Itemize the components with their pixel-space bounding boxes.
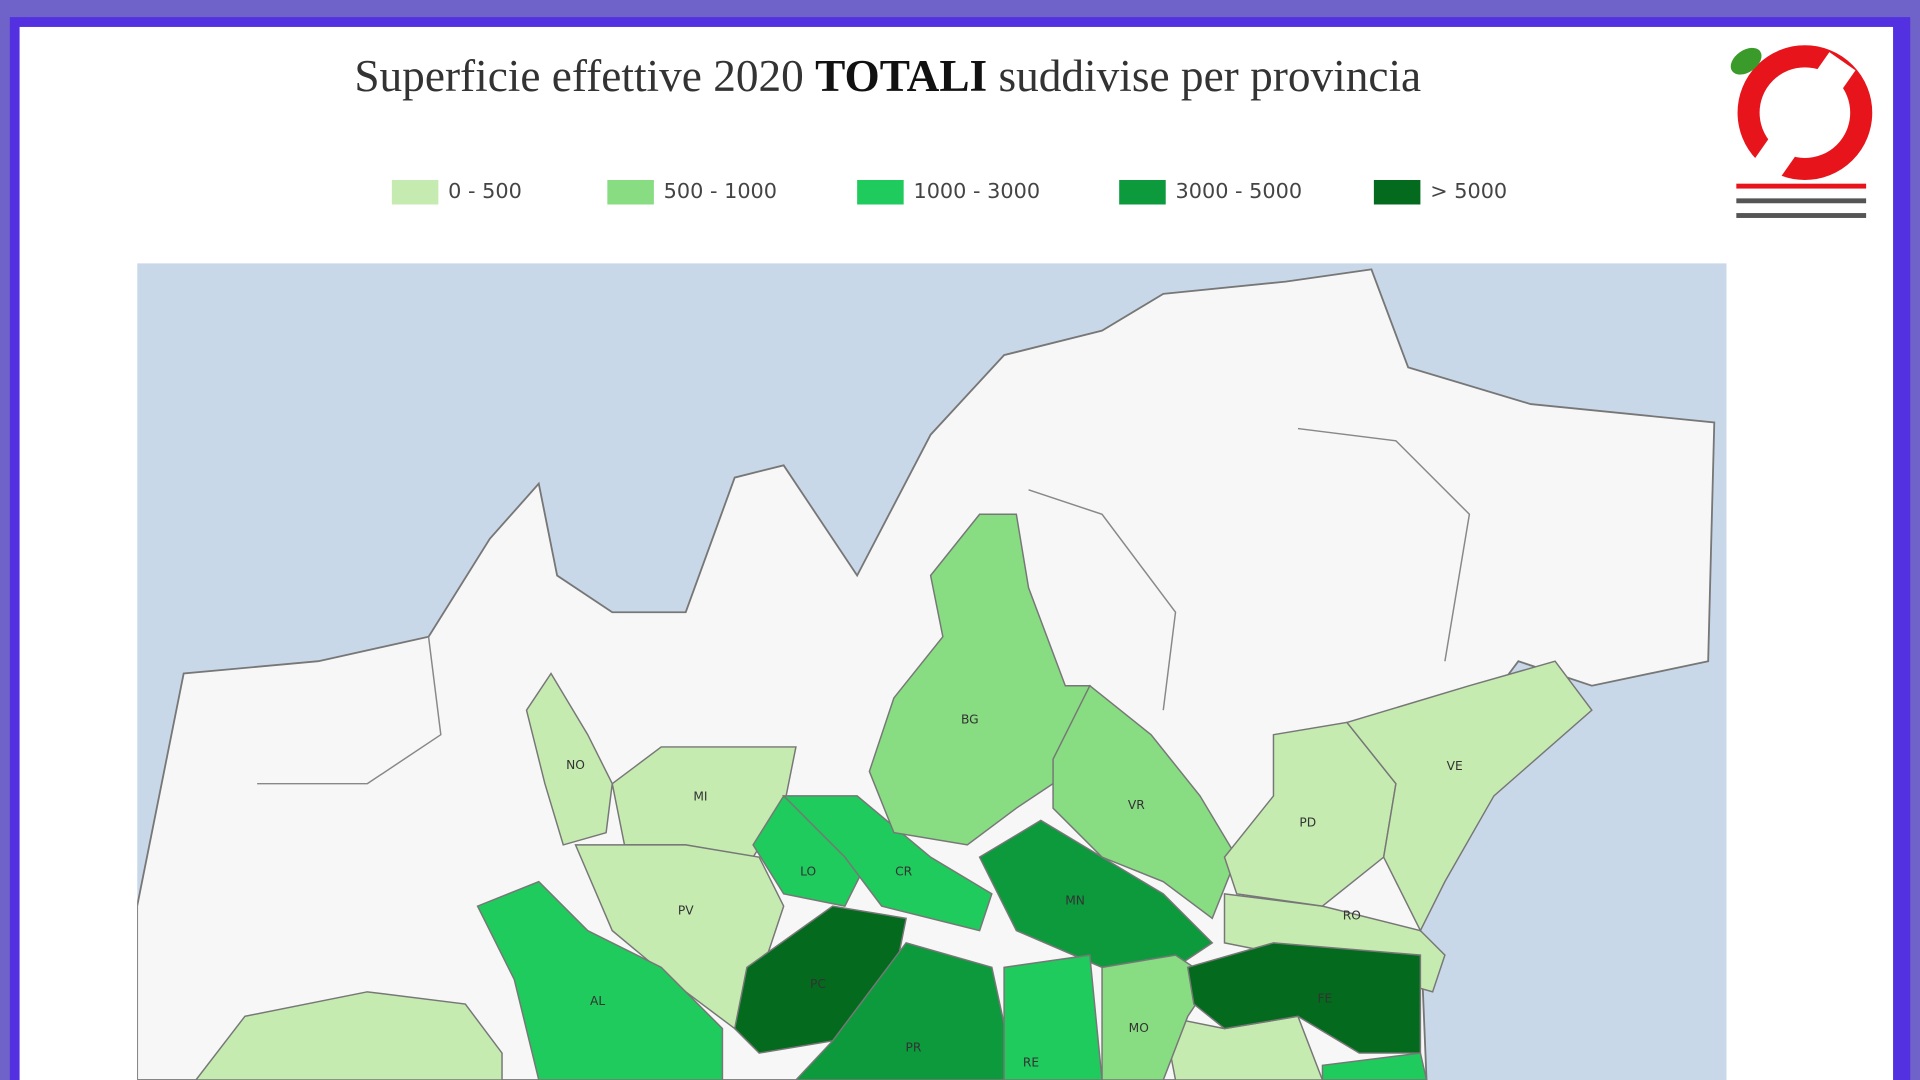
province-label: MO (1129, 1021, 1149, 1035)
province-label: MN (1065, 894, 1085, 908)
province (1162, 1015, 1324, 1080)
province-label: VR (1128, 798, 1145, 812)
logo (1730, 45, 1873, 218)
province (1003, 954, 1103, 1080)
logo-leaf (1730, 47, 1762, 75)
province (978, 819, 1214, 969)
title-bold: TOTALI (815, 51, 987, 101)
border-line (1297, 427, 1471, 662)
province-label: RE (1023, 1055, 1039, 1069)
province-label: PC (810, 977, 826, 991)
province-label: PD (1299, 815, 1316, 829)
map: NO MI LO CR BG VR MN PV AL PC PR RE MO RO FE PD VE (137, 263, 1727, 1080)
province (194, 991, 503, 1080)
title-part: Superficie effettive 2020 (354, 51, 803, 101)
legend-swatch (391, 180, 439, 205)
province (1186, 942, 1422, 1054)
border-line (257, 636, 442, 785)
title: Superficie effettive 2020 TOTALI suddivi… (354, 51, 1421, 101)
legend-label: 1000 - 3000 (913, 179, 1040, 203)
province (868, 513, 1091, 846)
border-line (1028, 489, 1177, 711)
logo-ring (1737, 45, 1873, 180)
legend-swatch (607, 180, 654, 205)
province-label: CR (895, 864, 913, 878)
province-label: NO (566, 758, 585, 772)
province-label: VE (1447, 759, 1463, 773)
province-label: RO (1343, 908, 1361, 922)
province-label: PV (678, 904, 694, 918)
province-label: MI (693, 790, 707, 804)
province-label: FE (1318, 992, 1333, 1006)
province-label: AL (590, 994, 605, 1008)
legend-label: 0 - 500 (448, 179, 522, 203)
logo-line (1736, 213, 1867, 218)
province-label: PR (906, 1041, 922, 1055)
legend-label: 500 - 1000 (664, 179, 777, 203)
legend-swatch (1373, 180, 1421, 205)
title-part: suddivise per provincia (998, 51, 1421, 101)
legend-label: 3000 - 5000 (1176, 179, 1303, 203)
legend: 0 - 500 500 - 1000 1000 - 3000 3000 - 5000 >… (391, 179, 1507, 205)
province (1345, 660, 1593, 933)
province-label: BG (961, 713, 979, 727)
legend-swatch (857, 180, 904, 205)
province-label: LO (800, 864, 816, 878)
legend-label: > 5000 (1430, 179, 1507, 203)
logo-line (1736, 198, 1867, 204)
logo-line (1736, 183, 1867, 189)
province (476, 880, 724, 1080)
province (1052, 684, 1238, 920)
logo-cut (1752, 52, 1856, 181)
province (1101, 954, 1214, 1080)
legend-swatch (1119, 180, 1166, 205)
province (781, 795, 993, 932)
province (525, 672, 614, 846)
province (1321, 1052, 1428, 1080)
